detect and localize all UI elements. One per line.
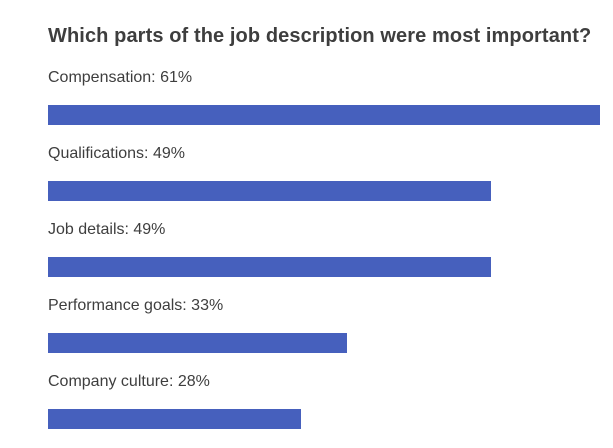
bar-label: Job details: 49% (48, 221, 166, 238)
chart-row: Job details: 49% (48, 220, 613, 277)
bar (48, 181, 491, 201)
bar (48, 409, 301, 429)
bar (48, 105, 600, 125)
bar-label: Performance goals: 33% (48, 297, 224, 314)
chart-row: Qualifications: 49% (48, 144, 613, 201)
bar-label: Qualifications: 49% (48, 145, 185, 162)
chart-rows: Compensation: 61% Qualifications: 49% Jo… (48, 68, 613, 429)
chart-row: Compensation: 61% (48, 68, 613, 125)
chart-row: Company culture: 28% (48, 372, 613, 429)
bar-label: Compensation: 61% (48, 69, 193, 86)
chart-row: Performance goals: 33% (48, 296, 613, 353)
survey-bar-chart: Which parts of the job description were … (48, 25, 613, 429)
bar (48, 333, 347, 353)
bar (48, 257, 491, 277)
chart-title: Which parts of the job description were … (48, 25, 592, 47)
bar-label: Company culture: 28% (48, 373, 210, 390)
